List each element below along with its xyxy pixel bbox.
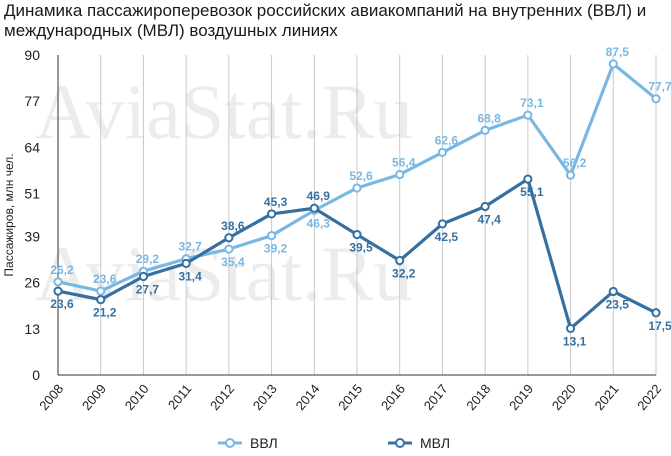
data-label: 23,6 — [50, 297, 74, 311]
x-tick-label: 2011 — [165, 381, 194, 412]
data-label: 23,6 — [93, 272, 117, 286]
watermark-text: AviaStat.Ru — [35, 68, 413, 155]
data-point — [53, 277, 63, 287]
data-label: 38,6 — [221, 219, 245, 233]
data-point — [565, 323, 576, 334]
y-tick-label: 77 — [24, 93, 40, 109]
data-point — [138, 271, 149, 282]
data-point — [352, 183, 362, 193]
legend-label: ВВЛ — [250, 435, 278, 451]
data-label: 39,2 — [264, 242, 288, 256]
data-label: 13,1 — [563, 334, 587, 348]
data-label: 47,4 — [477, 212, 501, 226]
data-label: 29,2 — [136, 252, 160, 266]
data-point — [266, 231, 277, 241]
data-point — [523, 110, 533, 120]
data-label: 32,2 — [392, 267, 416, 281]
data-label: 31,4 — [178, 269, 202, 283]
chart-title: Динамика пассажироперевозок российских а… — [4, 1, 647, 40]
data-point — [480, 201, 490, 212]
x-tick-label: 2012 — [207, 381, 237, 413]
legend-label: МВЛ — [420, 435, 450, 451]
y-tick-label: 26 — [24, 275, 40, 291]
x-tick-label: 2020 — [549, 381, 579, 413]
data-label: 42,5 — [435, 230, 459, 244]
data-label: 32,7 — [178, 240, 202, 254]
x-tick-label: 2013 — [250, 381, 280, 413]
data-label: 45,3 — [264, 195, 288, 209]
data-label: 46,3 — [307, 216, 331, 230]
y-axis-title: Пассажиров, млн чел. — [2, 153, 16, 276]
data-label: 17,5 — [648, 319, 671, 333]
y-tick-label: 39 — [24, 228, 40, 244]
legend-marker — [225, 438, 235, 448]
y-tick-label: 0 — [32, 367, 40, 383]
y-tick-label: 51 — [24, 186, 40, 202]
data-point — [395, 169, 405, 180]
x-tick-label: 2021 — [592, 381, 622, 413]
legend-marker — [395, 438, 405, 448]
x-tick-label: 2009 — [79, 381, 109, 413]
data-point — [224, 233, 234, 243]
data-point — [309, 203, 319, 213]
data-point — [608, 286, 618, 297]
x-tick-label: 2008 — [36, 381, 66, 413]
x-tick-label: 2016 — [378, 381, 408, 413]
y-tick-label: 90 — [24, 47, 40, 63]
data-point — [96, 286, 106, 296]
data-point — [352, 229, 362, 240]
data-point — [608, 59, 618, 69]
data-point — [181, 258, 191, 268]
x-tick-label: 2017 — [421, 381, 451, 413]
data-point — [395, 255, 405, 266]
data-point — [266, 209, 277, 219]
x-tick-label: 2014 — [293, 381, 323, 413]
data-label: 35,4 — [221, 255, 245, 269]
x-tick-label: 2010 — [122, 381, 152, 413]
data-label: 56,2 — [563, 156, 587, 170]
data-label: 46,9 — [307, 189, 331, 203]
data-label: 39,5 — [349, 241, 373, 255]
data-point — [96, 295, 106, 305]
data-point — [53, 286, 63, 296]
x-tick-label: 2019 — [506, 381, 536, 413]
data-point — [437, 147, 448, 158]
data-point — [651, 308, 661, 318]
data-label: 23,5 — [606, 297, 630, 311]
x-tick-label: 2022 — [634, 381, 664, 413]
data-point — [523, 174, 533, 184]
x-tick-label: 2018 — [463, 381, 493, 413]
data-label: 56,4 — [392, 155, 416, 169]
data-label: 26,2 — [50, 263, 74, 277]
data-point — [437, 219, 448, 229]
data-label: 87,5 — [606, 45, 630, 59]
data-point — [565, 170, 576, 180]
data-label: 27,7 — [136, 283, 160, 297]
data-label: 62,6 — [435, 133, 459, 147]
data-point — [480, 125, 490, 135]
x-tick-label: 2015 — [335, 381, 365, 413]
data-label: 73,1 — [520, 96, 544, 110]
data-label: 52,6 — [349, 169, 373, 183]
data-point — [651, 94, 661, 104]
data-label: 21,2 — [93, 306, 117, 320]
y-tick-label: 64 — [24, 139, 40, 155]
data-label: 55,1 — [520, 185, 544, 199]
y-tick-label: 13 — [24, 321, 40, 337]
data-label: 77,7 — [648, 80, 671, 94]
data-label: 68,8 — [477, 111, 501, 125]
data-point — [224, 244, 234, 254]
